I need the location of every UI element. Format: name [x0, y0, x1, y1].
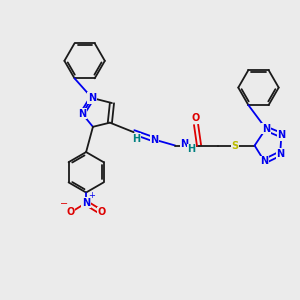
Text: N: N — [82, 198, 90, 208]
Text: O: O — [98, 207, 106, 218]
Text: O: O — [192, 113, 200, 123]
Text: N: N — [262, 124, 270, 134]
Text: H: H — [188, 144, 196, 154]
Text: N: N — [276, 148, 284, 159]
Text: N: N — [78, 109, 86, 119]
Text: +: + — [88, 191, 95, 200]
Text: S: S — [231, 140, 238, 151]
Text: N: N — [277, 130, 285, 140]
Text: −: − — [60, 199, 68, 209]
Text: O: O — [67, 207, 75, 218]
Text: H: H — [133, 134, 141, 144]
Text: N: N — [260, 156, 268, 166]
Text: N: N — [150, 135, 158, 145]
Text: N: N — [181, 139, 189, 149]
Text: N: N — [88, 93, 96, 103]
